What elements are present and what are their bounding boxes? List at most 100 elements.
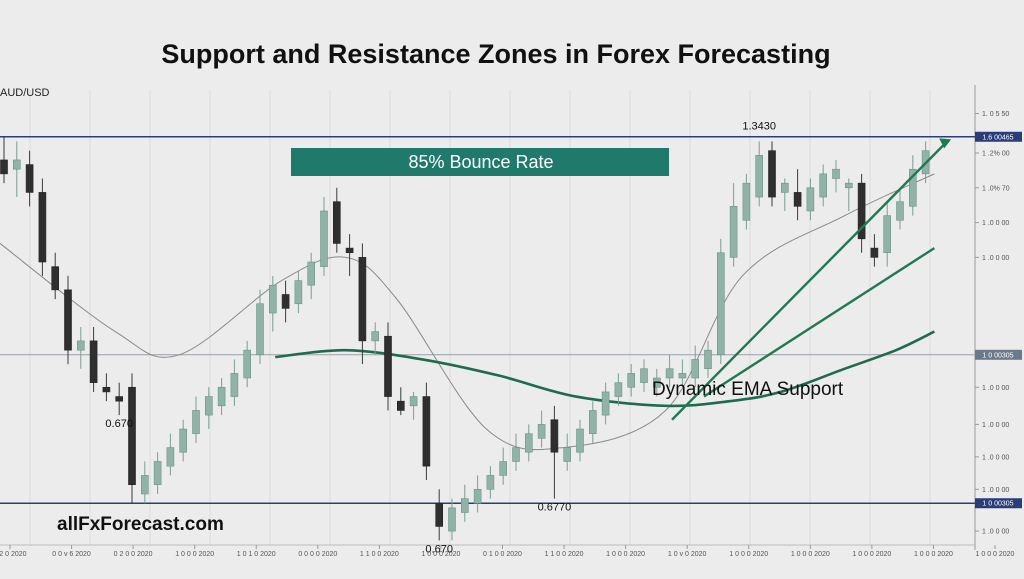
currency-pair-label: AUD/USD — [0, 87, 50, 99]
candle — [512, 447, 520, 462]
candle — [448, 507, 456, 532]
candle — [793, 192, 802, 207]
candle — [780, 182, 789, 193]
candle — [563, 447, 572, 462]
candle — [473, 489, 482, 504]
candle — [205, 396, 213, 416]
candle — [230, 373, 239, 397]
y-tick-label: 1 .0 0 00 — [982, 454, 1009, 461]
candle — [499, 461, 508, 476]
candle — [819, 173, 828, 198]
x-tick-label: 1 1 0 0 2020 — [545, 551, 584, 558]
candle — [294, 280, 303, 305]
level-badge-mid-zone — [975, 349, 1022, 360]
candle — [256, 303, 264, 356]
candle — [678, 373, 687, 379]
trend-line-2 — [703, 247, 936, 398]
candle — [307, 261, 316, 286]
candle — [768, 150, 776, 198]
candle — [371, 331, 380, 342]
x-axis: 1 2 0 2020 0 0 v 6 2020 0 2 0 0 2020 1 0 0 … — [0, 545, 1015, 558]
candle — [345, 247, 354, 254]
x-tick-label: 1 0 0 0 2020 — [729, 551, 768, 558]
watermark-brand: allFxForecast.com — [57, 514, 224, 535]
candle — [742, 182, 751, 221]
candle — [77, 340, 85, 351]
price-annotation: 1.3430 — [742, 120, 776, 132]
candle — [524, 433, 533, 453]
y-tick-label: 1. 0 5 50 — [982, 111, 1009, 118]
level-badge-text: 1 0 00305 — [982, 501, 1013, 508]
chart-title: Support and Resistance Zones in Forex Fo… — [161, 39, 830, 69]
candle — [51, 266, 60, 291]
candle — [576, 428, 584, 453]
x-tick-label: 1 0 0 0 2020 — [421, 551, 460, 558]
candle — [384, 335, 392, 397]
candle — [128, 386, 136, 485]
candle — [0, 159, 8, 175]
candle — [89, 340, 98, 383]
candle — [716, 252, 725, 356]
candle — [870, 247, 879, 258]
candle — [217, 386, 226, 407]
x-tick-label: 1 0 0 0 2020 — [606, 551, 645, 558]
candle — [192, 410, 200, 434]
candle — [422, 396, 431, 467]
bounce-rate-text: 85% Bounce Rate — [408, 152, 553, 172]
x-tick-label: 1 2 0 2020 — [0, 551, 27, 558]
level-badge-text: 1.6 00465 — [982, 134, 1013, 141]
candle — [13, 159, 21, 170]
candle — [358, 257, 367, 342]
y-tick-label: 1 .0 0 00 — [982, 385, 1009, 392]
level-badge-text: 1 0 00305 — [982, 352, 1013, 359]
candle — [396, 400, 405, 411]
x-tick-label: 1 0 0 0 2020 — [852, 551, 891, 558]
candle — [908, 168, 917, 207]
candle — [601, 391, 610, 416]
price-annotation: 0.670 — [425, 543, 453, 555]
candles — [0, 136, 930, 541]
candle — [832, 168, 840, 179]
candle — [755, 155, 764, 198]
x-tick-label: 1 0 0 0 2020 — [914, 551, 953, 558]
x-tick-label: 0 2 0 0 2020 — [114, 551, 153, 558]
trend-line-1 — [671, 140, 949, 421]
candle — [857, 182, 866, 240]
candle — [166, 447, 175, 467]
candle — [64, 289, 72, 351]
trend-arrow-head — [939, 138, 952, 149]
y-tick-label: 1 .0 0 00 — [982, 255, 1009, 262]
candle — [38, 192, 47, 263]
candle — [268, 284, 277, 314]
candle — [179, 428, 187, 453]
candle — [640, 368, 648, 383]
x-tick-label: 1 0 0 0 2020 — [791, 551, 830, 558]
candle — [115, 396, 123, 402]
candle — [409, 396, 418, 407]
x-tick-label: 0 0 0 0 2020 — [298, 551, 337, 558]
candle — [691, 359, 700, 379]
annotations: 1.3430 0.670 0.670 0.6770 — [105, 120, 776, 555]
x-tick-label: 1 0 0 0 2020 — [976, 551, 1015, 558]
level-badge-support — [975, 498, 1022, 509]
candle — [460, 498, 469, 513]
candle — [588, 410, 597, 434]
candle — [243, 349, 251, 379]
x-tick-label: 0 0 v 6 2020 — [52, 551, 91, 558]
x-tick-label: 1 0 v 0 2020 — [668, 551, 707, 558]
level-lines: 1.6 00465 1 0 00305 1 0 00305 — [0, 131, 1022, 509]
candle — [537, 424, 546, 439]
candle — [665, 368, 674, 379]
candle — [25, 164, 34, 193]
candle — [486, 475, 495, 490]
x-tick-label: 0 1 0 0 2020 — [483, 551, 522, 558]
candle — [729, 206, 738, 258]
x-tick-label: 1 0 1 0 2020 — [237, 551, 276, 558]
bounce-rate-banner — [291, 148, 669, 176]
candle — [883, 215, 892, 254]
ema-fast-line — [0, 173, 935, 451]
ema-support-callout: Dynamic EMA Support — [652, 379, 844, 400]
candle — [652, 377, 661, 388]
